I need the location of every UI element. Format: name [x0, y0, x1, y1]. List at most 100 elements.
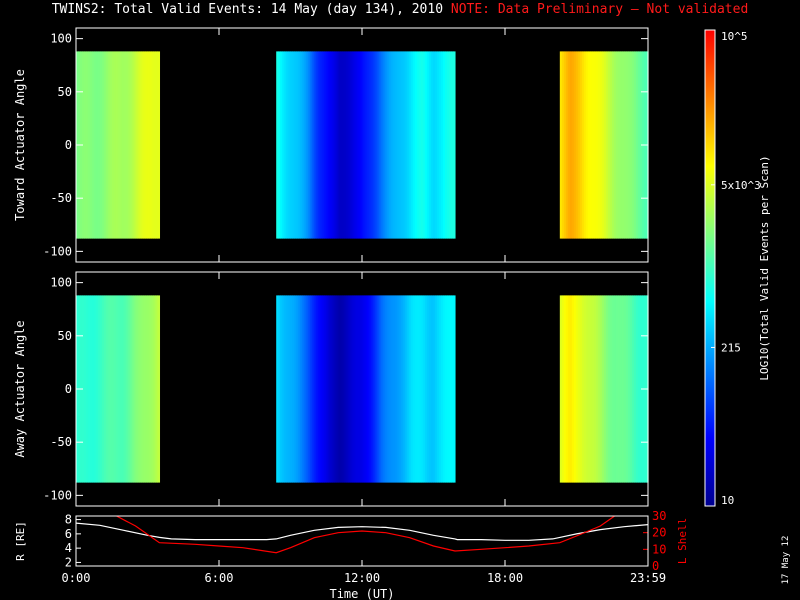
heatmap-column [591, 295, 595, 483]
heatmap-column [125, 295, 129, 483]
heatmap-column [328, 295, 332, 483]
heatmap-column [310, 295, 313, 483]
heatmap-column [338, 295, 342, 483]
heatmap-column [601, 51, 605, 239]
heatmap-column [394, 295, 398, 483]
heatmap-column [296, 295, 299, 483]
heatmap-column [123, 295, 127, 483]
heatmap-column [605, 51, 609, 239]
heatmap-column [589, 51, 593, 239]
heatmap-column [376, 51, 380, 239]
heatmap-column [286, 51, 289, 239]
heatmap-column [370, 295, 374, 483]
ytick-label: 4 [65, 541, 72, 555]
heatmap-column [394, 51, 398, 239]
ytick-label: 0 [65, 382, 72, 396]
heatmap-column [617, 51, 621, 239]
heatmap-column [300, 295, 303, 483]
heatmap-column [444, 51, 448, 239]
heatmap-column [418, 295, 422, 483]
heatmap-column [378, 295, 382, 483]
heatmap-column [388, 51, 392, 239]
heatmap-column [563, 295, 567, 483]
heatmap-column [599, 295, 603, 483]
heatmap-column [422, 295, 426, 483]
heatmap-column [428, 51, 432, 239]
heatmap-column [155, 295, 159, 483]
heatmap-column [625, 295, 629, 483]
panel-frame-bottom [75, 515, 649, 567]
heatmap-column [153, 51, 157, 239]
heatmap-column [390, 51, 394, 239]
heatmap-column [121, 51, 125, 239]
title-main: TWINS2: Total Valid Events: 14 May (day … [51, 2, 444, 17]
xtick-label: 6:00 [205, 571, 234, 585]
heatmap-column [334, 51, 338, 239]
heatmap-column [330, 51, 334, 239]
heatmap-column [609, 51, 613, 239]
heatmap-column [99, 295, 103, 483]
heatmap-column [422, 51, 426, 239]
heatmap-column [304, 295, 307, 483]
heatmap-column [581, 295, 585, 483]
heatmap-column [123, 51, 127, 239]
heatmap-column [565, 295, 569, 483]
heatmap-column [288, 295, 291, 483]
heatmap-column [569, 51, 573, 239]
heatmap-column [91, 51, 95, 239]
heatmap-column [119, 295, 123, 483]
heatmap-column [103, 295, 107, 483]
heatmap-column [87, 295, 91, 483]
xtick-label: 18:00 [487, 571, 523, 585]
heatmap-column [139, 51, 143, 239]
ytick-label-right: 10 [652, 542, 666, 556]
heatmap-column [426, 51, 430, 239]
heatmap-column [384, 295, 388, 483]
heatmap-column [380, 295, 384, 483]
heatmap-column [125, 51, 129, 239]
heatmap-column [378, 51, 382, 239]
heatmap-column [127, 51, 131, 239]
heatmap-column [352, 51, 356, 239]
heatmap-column [121, 295, 125, 483]
heatmap-column [129, 51, 133, 239]
heatmap-column [338, 51, 342, 239]
ytick-label: 100 [50, 32, 72, 46]
heatmap-column [157, 295, 161, 483]
heatmap-column [318, 295, 321, 483]
heatmap-column [139, 295, 143, 483]
heatmap-column [320, 51, 323, 239]
heatmap-column [290, 51, 293, 239]
heatmap-column [157, 51, 161, 239]
heatmap-column [607, 295, 611, 483]
heatmap-column [93, 295, 97, 483]
heatmap-column [627, 295, 631, 483]
heatmap-column [344, 51, 348, 239]
heatmap-column [346, 51, 350, 239]
chart-title: TWINS2: Total Valid Events: 14 May (day … [0, 2, 800, 17]
heatmap-column [613, 51, 617, 239]
heatmap-column [135, 295, 139, 483]
heatmap-column [332, 51, 336, 239]
heatmap-column [577, 51, 581, 239]
heatmap-column [573, 295, 577, 483]
heatmap-column [440, 51, 444, 239]
heatmap-column [105, 295, 109, 483]
heatmap-column [137, 51, 141, 239]
heatmap-column [434, 51, 438, 239]
heatmap-column [95, 295, 99, 483]
heatmap-column [412, 295, 416, 483]
heatmap-column [396, 51, 400, 239]
heatmap-column [89, 295, 93, 483]
heatmap-column [432, 295, 436, 483]
heatmap-column [382, 51, 386, 239]
heatmap-column [629, 51, 633, 239]
heatmap-column [294, 295, 297, 483]
heatmap-column [149, 295, 153, 483]
heatmap-column [312, 295, 315, 483]
heatmap-column [358, 51, 362, 239]
heatmap-column [350, 295, 354, 483]
heatmap-column [312, 51, 315, 239]
heatmap-column [581, 51, 585, 239]
